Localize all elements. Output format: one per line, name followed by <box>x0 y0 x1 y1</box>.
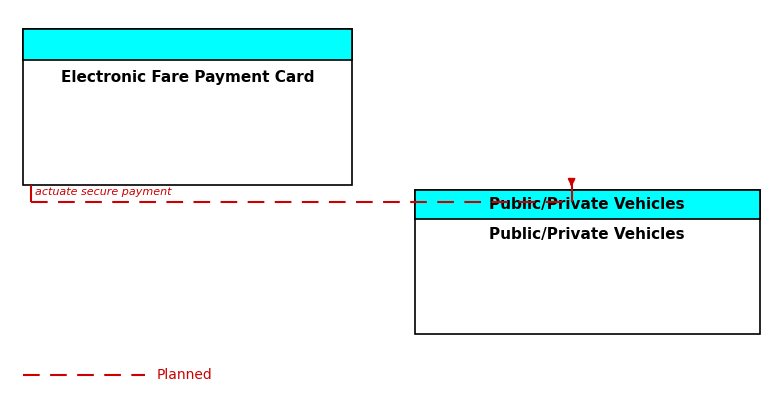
Text: Planned: Planned <box>157 368 212 382</box>
Text: Electronic Fare Payment Card: Electronic Fare Payment Card <box>61 70 315 85</box>
Text: Public/Private Vehicles: Public/Private Vehicles <box>489 227 685 242</box>
Bar <box>415 190 760 219</box>
Text: Public/Private Vehicles: Public/Private Vehicles <box>489 197 685 212</box>
Bar <box>23 29 352 185</box>
Bar <box>23 29 352 60</box>
Text: actuate secure payment: actuate secure payment <box>35 187 171 197</box>
Bar <box>415 190 760 334</box>
